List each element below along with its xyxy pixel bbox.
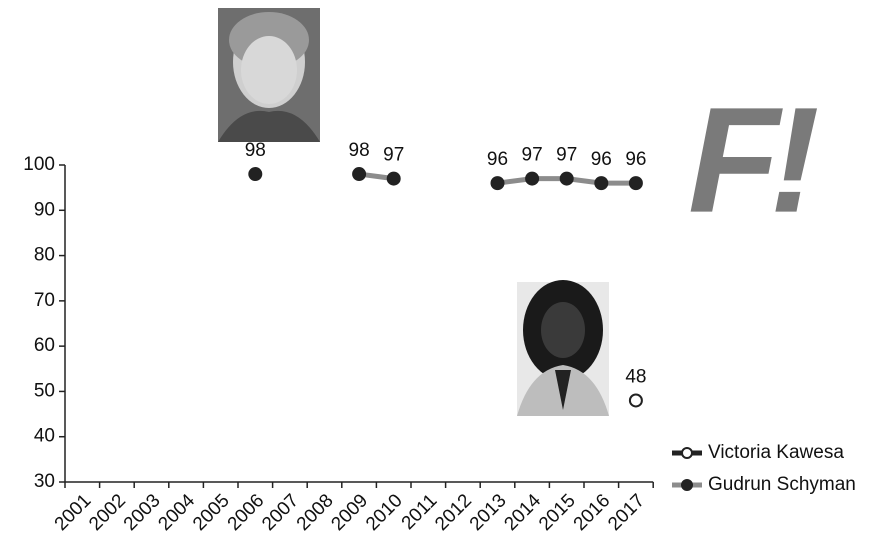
x-tick-label: 2006 xyxy=(224,490,269,535)
x-tick-label: 2008 xyxy=(293,490,338,535)
x-tick-label: 2007 xyxy=(258,490,303,535)
y-tick-label: 30 xyxy=(34,471,55,492)
data-point xyxy=(525,171,540,186)
data-point xyxy=(628,393,643,408)
legend-label: Gudrun Schyman xyxy=(708,474,856,495)
y-tick-label: 60 xyxy=(34,335,55,356)
logo: F! xyxy=(688,76,818,244)
data-label: 97 xyxy=(522,145,543,166)
x-tick-label: 2001 xyxy=(51,490,96,535)
y-tick-label: 70 xyxy=(34,290,55,311)
x-tick-label: 2016 xyxy=(570,490,615,535)
data-label: 48 xyxy=(625,367,646,388)
photo-gudrun xyxy=(218,8,320,142)
x-tick-label: 2011 xyxy=(398,490,442,534)
data-label: 97 xyxy=(556,145,577,166)
x-tick-label: 2014 xyxy=(500,490,545,535)
data-point xyxy=(386,171,401,186)
photo-victoria xyxy=(517,280,609,416)
data-point xyxy=(594,176,609,191)
x-tick-label: 2012 xyxy=(431,490,476,535)
data-point xyxy=(490,176,505,191)
x-tick-label: 2009 xyxy=(327,490,372,535)
y-tick-label: 100 xyxy=(23,154,55,175)
x-tick-label: 2013 xyxy=(466,490,511,535)
legend-marker xyxy=(681,479,693,491)
legend-label: Victoria Kawesa xyxy=(708,442,844,463)
data-label: 98 xyxy=(349,140,370,161)
data-point xyxy=(352,167,367,182)
data-label: 96 xyxy=(487,149,508,170)
legend-marker xyxy=(681,447,693,459)
data-label: 96 xyxy=(625,149,646,170)
data-point xyxy=(628,176,643,191)
x-tick-label: 2004 xyxy=(154,490,199,535)
y-tick-label: 50 xyxy=(34,380,55,401)
x-tick-label: 2017 xyxy=(604,490,649,535)
x-tick-label: 2002 xyxy=(85,490,130,535)
data-point xyxy=(559,171,574,186)
data-label: 98 xyxy=(245,140,266,161)
y-tick-label: 40 xyxy=(34,426,55,447)
data-point xyxy=(248,167,263,182)
y-tick-label: 90 xyxy=(34,199,55,220)
x-tick-label: 2003 xyxy=(120,490,165,535)
y-tick-label: 80 xyxy=(34,245,55,266)
x-tick-label: 2005 xyxy=(189,490,234,535)
data-label: 97 xyxy=(383,145,404,166)
data-label: 96 xyxy=(591,149,612,170)
x-tick-label: 2015 xyxy=(535,490,580,535)
x-tick-label: 2010 xyxy=(362,490,407,535)
